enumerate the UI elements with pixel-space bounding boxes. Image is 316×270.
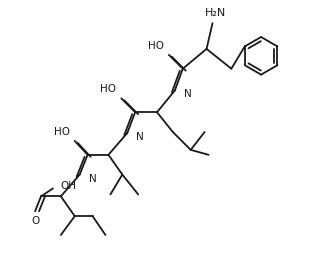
Text: HO: HO [100,85,116,94]
Text: N: N [136,132,144,142]
Text: HO: HO [148,41,164,51]
Text: O: O [31,216,39,226]
Text: OH: OH [61,181,77,191]
Text: N: N [88,174,96,184]
Text: HO: HO [54,127,70,137]
Text: N: N [184,89,191,99]
Text: H₂N: H₂N [205,8,226,18]
